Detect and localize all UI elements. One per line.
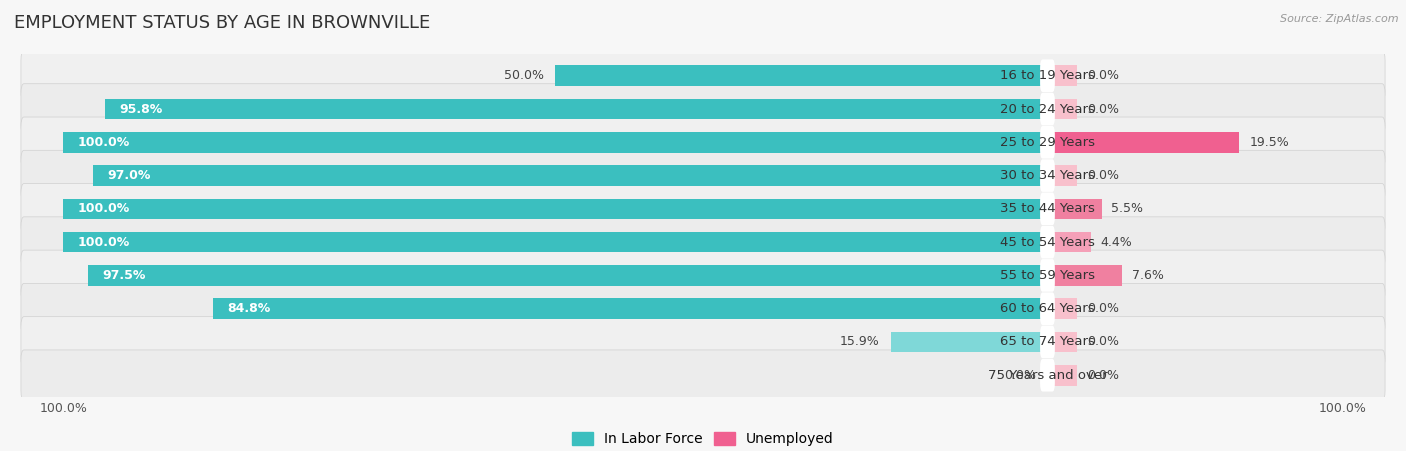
Text: 0.0%: 0.0% — [1087, 69, 1119, 82]
FancyBboxPatch shape — [1040, 193, 1054, 225]
Text: 30 to 34 Years: 30 to 34 Years — [1000, 169, 1095, 182]
Bar — [1047, 232, 1091, 253]
Bar — [1047, 198, 1102, 219]
Text: 100.0%: 100.0% — [79, 136, 131, 149]
FancyBboxPatch shape — [1040, 259, 1054, 292]
Bar — [1047, 265, 1122, 286]
Bar — [1047, 65, 1077, 86]
FancyBboxPatch shape — [21, 84, 1385, 134]
FancyBboxPatch shape — [21, 117, 1385, 168]
Text: 55 to 59 Years: 55 to 59 Years — [1000, 269, 1095, 282]
Text: 0.0%: 0.0% — [1087, 302, 1119, 315]
Text: Source: ZipAtlas.com: Source: ZipAtlas.com — [1281, 14, 1399, 23]
Bar — [1047, 165, 1077, 186]
Text: 97.0%: 97.0% — [107, 169, 150, 182]
Text: 95.8%: 95.8% — [120, 102, 163, 115]
FancyBboxPatch shape — [1040, 93, 1054, 125]
Bar — [63, 198, 1047, 219]
FancyBboxPatch shape — [21, 217, 1385, 267]
FancyBboxPatch shape — [21, 283, 1385, 334]
Text: 20 to 24 Years: 20 to 24 Years — [1000, 102, 1095, 115]
FancyBboxPatch shape — [21, 184, 1385, 234]
Text: EMPLOYMENT STATUS BY AGE IN BROWNVILLE: EMPLOYMENT STATUS BY AGE IN BROWNVILLE — [14, 14, 430, 32]
FancyBboxPatch shape — [1040, 292, 1054, 325]
Bar — [87, 265, 1047, 286]
FancyBboxPatch shape — [21, 350, 1385, 400]
FancyBboxPatch shape — [1040, 226, 1054, 258]
Text: 100.0%: 100.0% — [79, 202, 131, 216]
FancyBboxPatch shape — [21, 51, 1385, 101]
Text: 45 to 54 Years: 45 to 54 Years — [1000, 235, 1095, 249]
Text: 4.4%: 4.4% — [1101, 235, 1132, 249]
Bar — [1047, 299, 1077, 319]
Text: 5.5%: 5.5% — [1111, 202, 1143, 216]
Text: 19.5%: 19.5% — [1250, 136, 1289, 149]
Text: 0.0%: 0.0% — [1004, 369, 1036, 382]
Text: 84.8%: 84.8% — [228, 302, 271, 315]
Text: 7.6%: 7.6% — [1132, 269, 1164, 282]
Text: 0.0%: 0.0% — [1087, 336, 1119, 349]
Text: 35 to 44 Years: 35 to 44 Years — [1000, 202, 1095, 216]
Text: 50.0%: 50.0% — [503, 69, 544, 82]
Bar — [1047, 365, 1077, 386]
Text: 0.0%: 0.0% — [1087, 102, 1119, 115]
Bar — [1047, 331, 1077, 352]
FancyBboxPatch shape — [1040, 126, 1054, 159]
FancyBboxPatch shape — [1040, 159, 1054, 192]
Text: 0.0%: 0.0% — [1087, 169, 1119, 182]
Bar — [104, 99, 1047, 120]
FancyBboxPatch shape — [1040, 60, 1054, 92]
Text: 100.0%: 100.0% — [79, 235, 131, 249]
Bar — [63, 232, 1047, 253]
Text: 15.9%: 15.9% — [839, 336, 879, 349]
Bar — [63, 132, 1047, 152]
Text: 75 Years and over: 75 Years and over — [987, 369, 1108, 382]
FancyBboxPatch shape — [1040, 359, 1054, 391]
Bar — [1047, 132, 1240, 152]
Text: 25 to 29 Years: 25 to 29 Years — [1000, 136, 1095, 149]
Bar — [212, 299, 1047, 319]
Bar — [555, 65, 1047, 86]
Legend: In Labor Force, Unemployed: In Labor Force, Unemployed — [567, 427, 839, 451]
Bar — [93, 165, 1047, 186]
FancyBboxPatch shape — [1040, 326, 1054, 358]
Text: 60 to 64 Years: 60 to 64 Years — [1000, 302, 1095, 315]
Bar — [891, 331, 1047, 352]
Bar — [1047, 99, 1077, 120]
FancyBboxPatch shape — [21, 317, 1385, 367]
Text: 97.5%: 97.5% — [103, 269, 146, 282]
FancyBboxPatch shape — [21, 250, 1385, 301]
Text: 65 to 74 Years: 65 to 74 Years — [1000, 336, 1095, 349]
FancyBboxPatch shape — [21, 150, 1385, 201]
Text: 0.0%: 0.0% — [1087, 369, 1119, 382]
Text: 16 to 19 Years: 16 to 19 Years — [1000, 69, 1095, 82]
